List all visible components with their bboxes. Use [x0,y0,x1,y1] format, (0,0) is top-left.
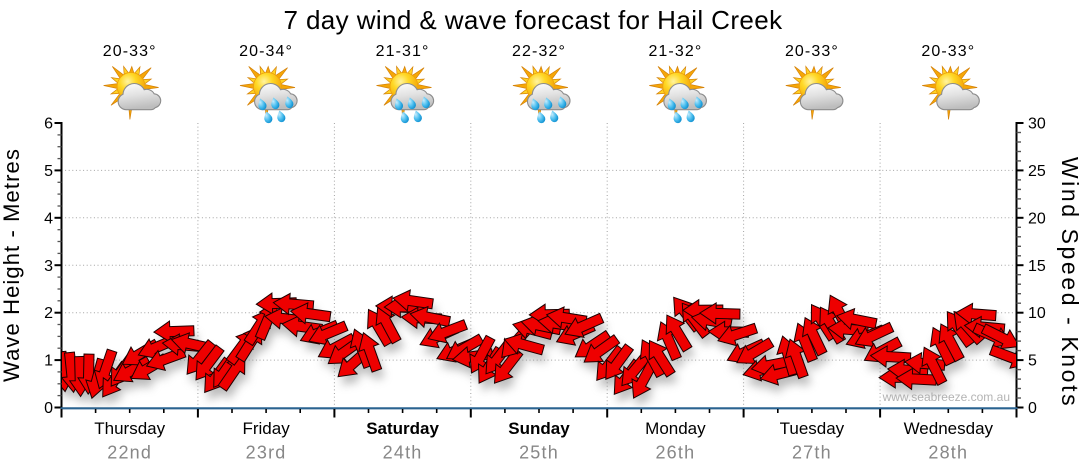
svg-text:7 day wind & wave forecast for: 7 day wind & wave forecast for Hail Cree… [283,5,783,35]
svg-text:23rd: 23rd [246,443,287,463]
svg-text:25: 25 [1028,163,1046,180]
svg-text:25th: 25th [519,443,559,463]
svg-text:20-33°: 20-33° [921,43,975,60]
svg-text:Wind Speed - Knots: Wind Speed - Knots [1057,157,1080,408]
svg-text:21-32°: 21-32° [648,43,702,60]
svg-text:20-34°: 20-34° [239,43,293,60]
svg-text:2: 2 [44,305,53,322]
svg-text:Saturday: Saturday [366,419,439,438]
svg-text:15: 15 [1028,258,1046,275]
svg-text:21-31°: 21-31° [376,43,430,60]
svg-text:Wave Height - Metres: Wave Height - Metres [0,148,24,382]
svg-text:4: 4 [44,210,53,227]
svg-text:0: 0 [44,400,53,417]
svg-text:28th: 28th [928,443,968,463]
svg-text:22-32°: 22-32° [512,43,566,60]
svg-text:Friday: Friday [242,419,290,438]
svg-text:Thursday: Thursday [94,419,165,438]
svg-text:20-33°: 20-33° [103,43,157,60]
svg-text:26th: 26th [655,443,695,463]
svg-text:20-33°: 20-33° [785,43,839,60]
svg-text:22nd: 22nd [107,443,152,463]
svg-text:www.seabreeze.com.au: www.seabreeze.com.au [882,390,1010,404]
svg-text:Wednesday: Wednesday [904,419,994,438]
svg-text:6: 6 [44,116,53,133]
svg-text:Monday: Monday [645,419,706,438]
svg-text:1: 1 [44,353,53,370]
svg-text:10: 10 [1028,305,1046,322]
svg-text:24th: 24th [383,443,423,463]
svg-text:20: 20 [1028,210,1046,227]
svg-text:5: 5 [44,163,53,180]
svg-text:Tuesday: Tuesday [780,419,845,438]
svg-text:0: 0 [1028,400,1037,417]
svg-text:Sunday: Sunday [508,419,570,438]
svg-text:5: 5 [1028,353,1037,370]
svg-text:3: 3 [44,258,53,275]
svg-text:27th: 27th [792,443,832,463]
svg-text:30: 30 [1028,116,1046,133]
